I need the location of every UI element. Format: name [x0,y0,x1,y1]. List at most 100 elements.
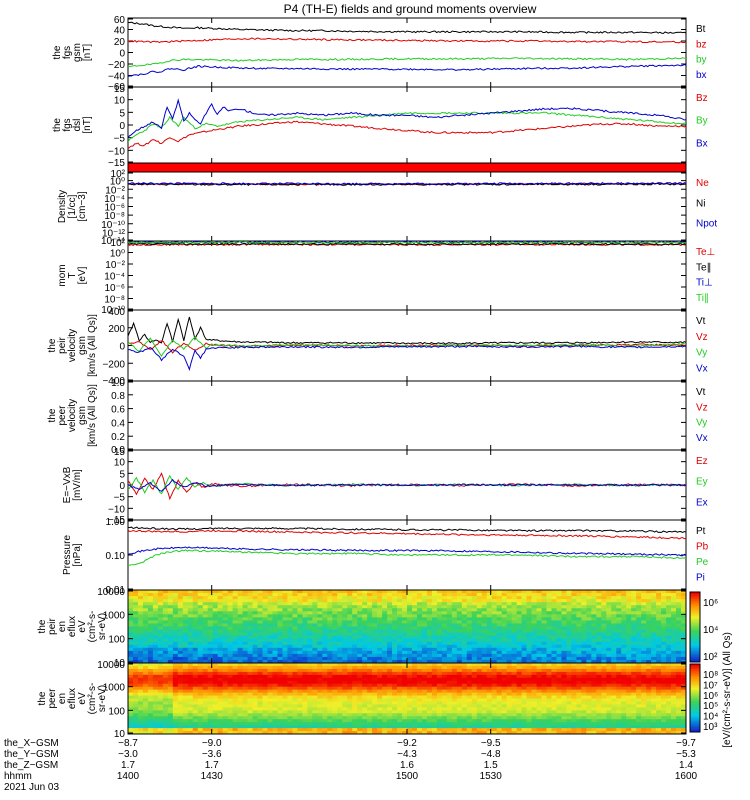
heatmap-cell [142,707,149,711]
heatmap-cell [656,596,662,600]
heatmap-cell [352,638,358,643]
heatmap-cell [322,698,328,702]
heatmap-cell [312,668,318,673]
heatmap-cell [347,608,353,612]
heatmap-cell [392,599,398,603]
heatmap-cell [362,611,368,615]
heatmap-cell [142,620,149,624]
heatmap-cell [476,626,483,630]
heatmap-cell [407,731,413,735]
heatmap-cell [616,635,622,640]
heatmap-cell [342,689,348,693]
heatmap-cell [516,644,522,649]
heatmap-cell [187,671,194,676]
heatmap-cell [317,680,323,685]
heatmap-cell [352,692,358,696]
heatmap-cell [357,677,363,682]
heatmap-cell [232,629,239,633]
heatmap-cell [402,593,408,597]
heatmap-cell [506,713,513,717]
heatmap-cell [272,602,278,606]
heatmap-cell [402,626,408,630]
heatmap-cell [561,650,567,655]
heatmap-cell [591,650,597,655]
heatmap-cell [451,713,458,717]
heatmap-cell [237,704,243,708]
heatmap-cell [337,683,343,688]
heatmap-cell [227,677,234,682]
y-tick-label: 15 [114,447,126,458]
heatmap-cell [347,647,353,652]
heatmap-cell [591,623,597,627]
heatmap-cell [172,668,179,673]
heatmap-cell [461,617,468,621]
heatmap-cell [626,590,632,594]
legend-label: Ne [696,178,709,189]
heatmap-cell [446,695,453,699]
heatmap-cell [142,719,149,723]
heatmap-cell [551,617,557,621]
heatmap-cell [546,632,552,637]
heatmap-cell [521,632,527,637]
heatmap-cell [262,644,268,649]
heatmap-cell [142,590,149,594]
heatmap-cell [476,719,483,723]
heatmap-cell [342,686,348,691]
heatmap-cell [327,614,333,618]
heatmap-cell [601,596,607,600]
heatmap-cell [521,608,527,612]
heatmap-cell [541,641,547,646]
heatmap-cell [431,620,438,624]
heatmap-cell [237,728,243,732]
heatmap-cell [501,722,508,726]
heatmap-cell [556,647,562,652]
heatmap-cell [227,722,234,726]
heatmap-cell [352,719,358,723]
heatmap-cell [387,713,393,717]
heatmap-cell [232,647,239,652]
heatmap-cell [451,647,458,652]
heatmap-cell [152,698,159,702]
heatmap-cell [197,626,204,630]
heatmap-cell [312,692,318,696]
heatmap-cell [242,602,248,606]
heatmap-cell [441,611,448,615]
heatmap-cell [342,644,348,649]
heatmap-cell [407,719,413,723]
heatmap-cell [441,635,448,640]
heatmap-cell [152,623,159,627]
heatmap-cell [192,683,199,688]
heatmap-cell [671,602,677,606]
heatmap-cell [342,635,348,640]
heatmap-cell [367,671,373,676]
heatmap-cell [227,701,234,705]
heatmap-cell [232,617,239,621]
heatmap-cell [292,614,298,618]
heatmap-cell [212,668,219,673]
heatmap-cell [342,731,348,735]
heatmap-cell [272,689,278,693]
heatmap-cell [182,590,189,594]
heatmap-cell [367,626,373,630]
heatmap-cell [421,650,428,655]
heatmap-cell [431,653,438,658]
heatmap-cell [556,593,562,597]
heatmap-cell [207,644,214,649]
heatmap-cell [491,659,498,664]
heatmap-cell [636,653,642,658]
heatmap-cell [456,620,463,624]
heatmap-cell [397,653,403,658]
heatmap-cell [606,641,612,646]
heatmap-cell [157,656,164,661]
heatmap-cell [307,614,313,618]
heatmap-cell [327,665,333,670]
heatmap-cell [172,656,179,661]
heatmap-cell [132,710,139,714]
heatmap-cell [372,650,378,655]
heatmap-cell [347,671,353,676]
heatmap-cell [397,701,403,705]
heatmap-cell [556,659,562,664]
heatmap-cell [197,710,204,714]
heatmap-cell [556,602,562,606]
